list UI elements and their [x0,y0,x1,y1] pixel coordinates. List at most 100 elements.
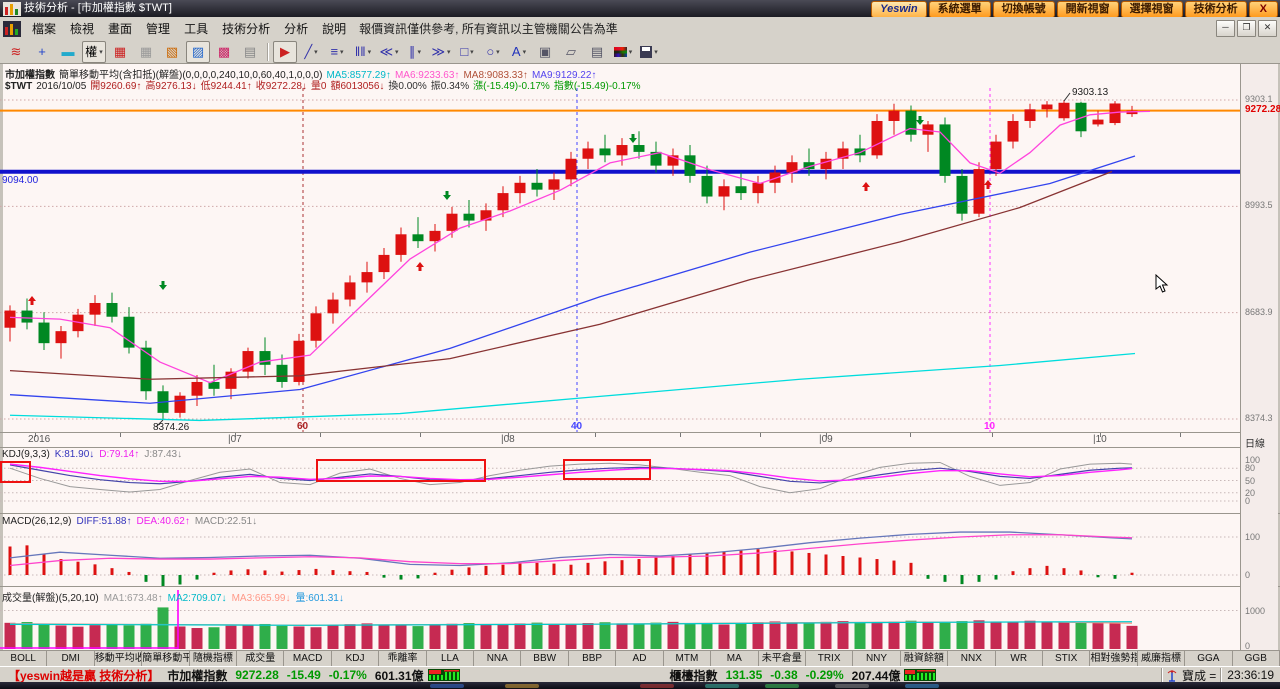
menu-item-2[interactable]: 畫面 [108,22,133,36]
yeswin-logo-button[interactable]: Yeswin [871,1,927,18]
ellipse-tool-icon[interactable]: ○ ▾ [486,44,500,59]
channel-tool-icon[interactable]: ∥ ▾ [408,43,421,59]
kdj-panel[interactable] [0,447,1240,513]
titlebar-button-4[interactable]: 技術分析 [1184,1,1247,18]
titlebar-button-0[interactable]: 系統選單 [928,1,991,18]
price-label-8374.3: 8374.3 [1245,413,1273,423]
tab-簡單移動平[interactable]: 簡單移動平 [142,651,190,667]
kdj-highlight-box-2 [563,459,651,480]
tab-乖離率[interactable]: 乖離率 [379,651,427,667]
symbol-name: 市加權指數 [5,70,55,81]
save-icon[interactable]: ▾ [637,41,661,63]
tab-KDJ[interactable]: KDJ [332,651,380,667]
price-label-100: 100 [1245,455,1261,465]
otc-amount: 207.44億 [851,668,901,683]
tab-NNY[interactable]: NNY [853,651,901,667]
tab-融資餘額[interactable]: 融資餘額 [901,651,949,667]
paste-icon[interactable]: ▤ [590,43,604,59]
palette-icon[interactable]: ▾ [611,41,635,63]
restore-button[interactable]: ❐ [1237,20,1256,37]
tab-GGA[interactable]: GGA [1185,651,1233,667]
x-axis-label-2: |08 [501,434,515,445]
app-menu-icon [3,20,21,37]
window-layout-1-icon[interactable]: ▧ [165,43,179,59]
tab-NNA[interactable]: NNA [474,651,522,667]
menu-item-5[interactable]: 技術分析 [222,22,271,36]
price-label-8683.9: 8683.9 [1245,307,1273,317]
menu-item-3[interactable]: 管理 [146,22,171,36]
line-tool-icon[interactable]: ╱ ▾ [304,43,318,59]
tab-WR[interactable]: WR [996,651,1043,667]
multi-line-tool-icon[interactable]: ≫ ▾ [431,43,451,59]
chart-grey-icon[interactable]: ▦ [139,43,153,59]
volume-panel[interactable] [0,587,1240,650]
quote-field-8: 漲(-15.49)-0.17% [473,81,550,92]
quote-date: 2016/10/05 [36,81,87,92]
menu-bar: 檔案 檢視 畫面 管理 工具 技術分析 分析 說明 報價資訊僅供參考, 所有資訊以主管機關公告… [0,17,1280,41]
tab-BOLL[interactable]: BOLL [0,651,48,667]
taiex-price: 9272.28 [235,668,279,682]
tab-STIX[interactable]: STIX [1043,651,1091,667]
price-label-9303.1: 9303.1 [1245,94,1273,104]
menu-item-4[interactable]: 工具 [184,22,209,36]
menu-item-0[interactable]: 檔案 [32,22,57,36]
move-cross-icon[interactable]: + [38,44,46,59]
chart-area[interactable]: 市加權指數 簡單移動平均(含扣抵)(解盤)(0,0,0,0,240,10,0,60… [0,64,1280,650]
candle-chart-icon[interactable]: ▦ [113,43,127,59]
tab-GGB[interactable]: GGB [1233,651,1280,667]
menu-item-6[interactable]: 分析 [284,22,309,36]
tab-MACD[interactable]: MACD [284,651,332,667]
tab-TRIX[interactable]: TRIX [806,651,854,667]
copy-icon[interactable]: ▣ [538,43,552,59]
close-child-button[interactable]: ✕ [1258,20,1277,37]
tab-MA[interactable]: MA [711,651,759,667]
quote-field-1: 高9276.13↓ [145,81,197,92]
tab-DMI[interactable]: DMI [47,651,95,667]
window-layout-2-icon[interactable]: ▨ [186,40,210,63]
text-tool-icon[interactable]: A ▾ [511,44,527,59]
rectangle-tool-icon[interactable]: □ ▾ [460,44,474,59]
rights-adjust-button[interactable]: 權 ▾ [82,40,106,63]
menu-item-1[interactable]: 檢視 [70,22,95,36]
minimize-button[interactable]: ─ [1216,20,1235,37]
main-candlestick-chart[interactable]: 9094.00 9303.13 8374.26 [0,88,1240,432]
x-axis-label-3: |09 [819,434,833,445]
clock: 23:36:19 [1227,668,1274,682]
tab-未平倉量[interactable]: 未平倉量 [759,651,806,667]
macd-panel[interactable] [0,514,1240,586]
tab-威廉指標[interactable]: 威廉指標 [1138,651,1186,667]
broker-name: 寶成 = [1181,668,1217,683]
tab-LLA[interactable]: LLA [427,651,475,667]
fan-lines-tool-icon[interactable]: ≪ ▾ [379,43,399,59]
titlebar-button-3[interactable]: 選擇視窗 [1120,1,1183,18]
toolbar-separator [267,42,268,61]
tab-BBP[interactable]: BBP [569,651,617,667]
ruler-icon[interactable]: ▬ [61,44,75,59]
draw-pointer-icon[interactable]: ▶ [273,40,297,63]
price-label-9272.28: 9272.28 [1245,104,1280,115]
chart-settings-icon[interactable]: ▤ [243,43,257,59]
hline-tool-icon[interactable]: ≡ ▾ [330,44,344,59]
titlebar-button-1[interactable]: 切換帳號 [992,1,1055,18]
tab-NNX[interactable]: NNX [948,651,996,667]
close-window-button[interactable]: X [1248,1,1278,18]
tab-成交量[interactable]: 成交量 [237,651,285,667]
tab-BBW[interactable]: BBW [521,651,569,667]
tab-MTM[interactable]: MTM [664,651,712,667]
tab-隨機指標[interactable]: 隨機指標 [190,651,238,667]
status-bar: 【yeswin越是贏 技術分析】 市加權指數 9272.28 -15.49 -0… [0,666,1280,683]
header-field-1: K:81.90↓ [54,449,95,460]
tab-移動平均收[interactable]: 移動平均收 [95,651,143,667]
window-add-icon[interactable]: ▩ [217,43,231,59]
menu-item-7[interactable]: 說明 [322,22,347,36]
tab-AD[interactable]: AD [616,651,664,667]
price-label-0: 0 [1245,496,1251,506]
tab-相對強勢指[interactable]: 相對強勢指 [1090,651,1138,667]
price-label-50: 50 [1245,475,1256,486]
vline-tool-icon[interactable]: ‖‖ ▾ [354,44,372,59]
x-axis-label-0: 2016 [28,434,51,445]
titlebar-button-2[interactable]: 開新視窗 [1056,1,1119,18]
trend-lines-icon[interactable]: ≋ [10,43,22,59]
otc-change: -0.38 [770,668,798,682]
eraser-icon[interactable]: ▱ [566,43,576,59]
